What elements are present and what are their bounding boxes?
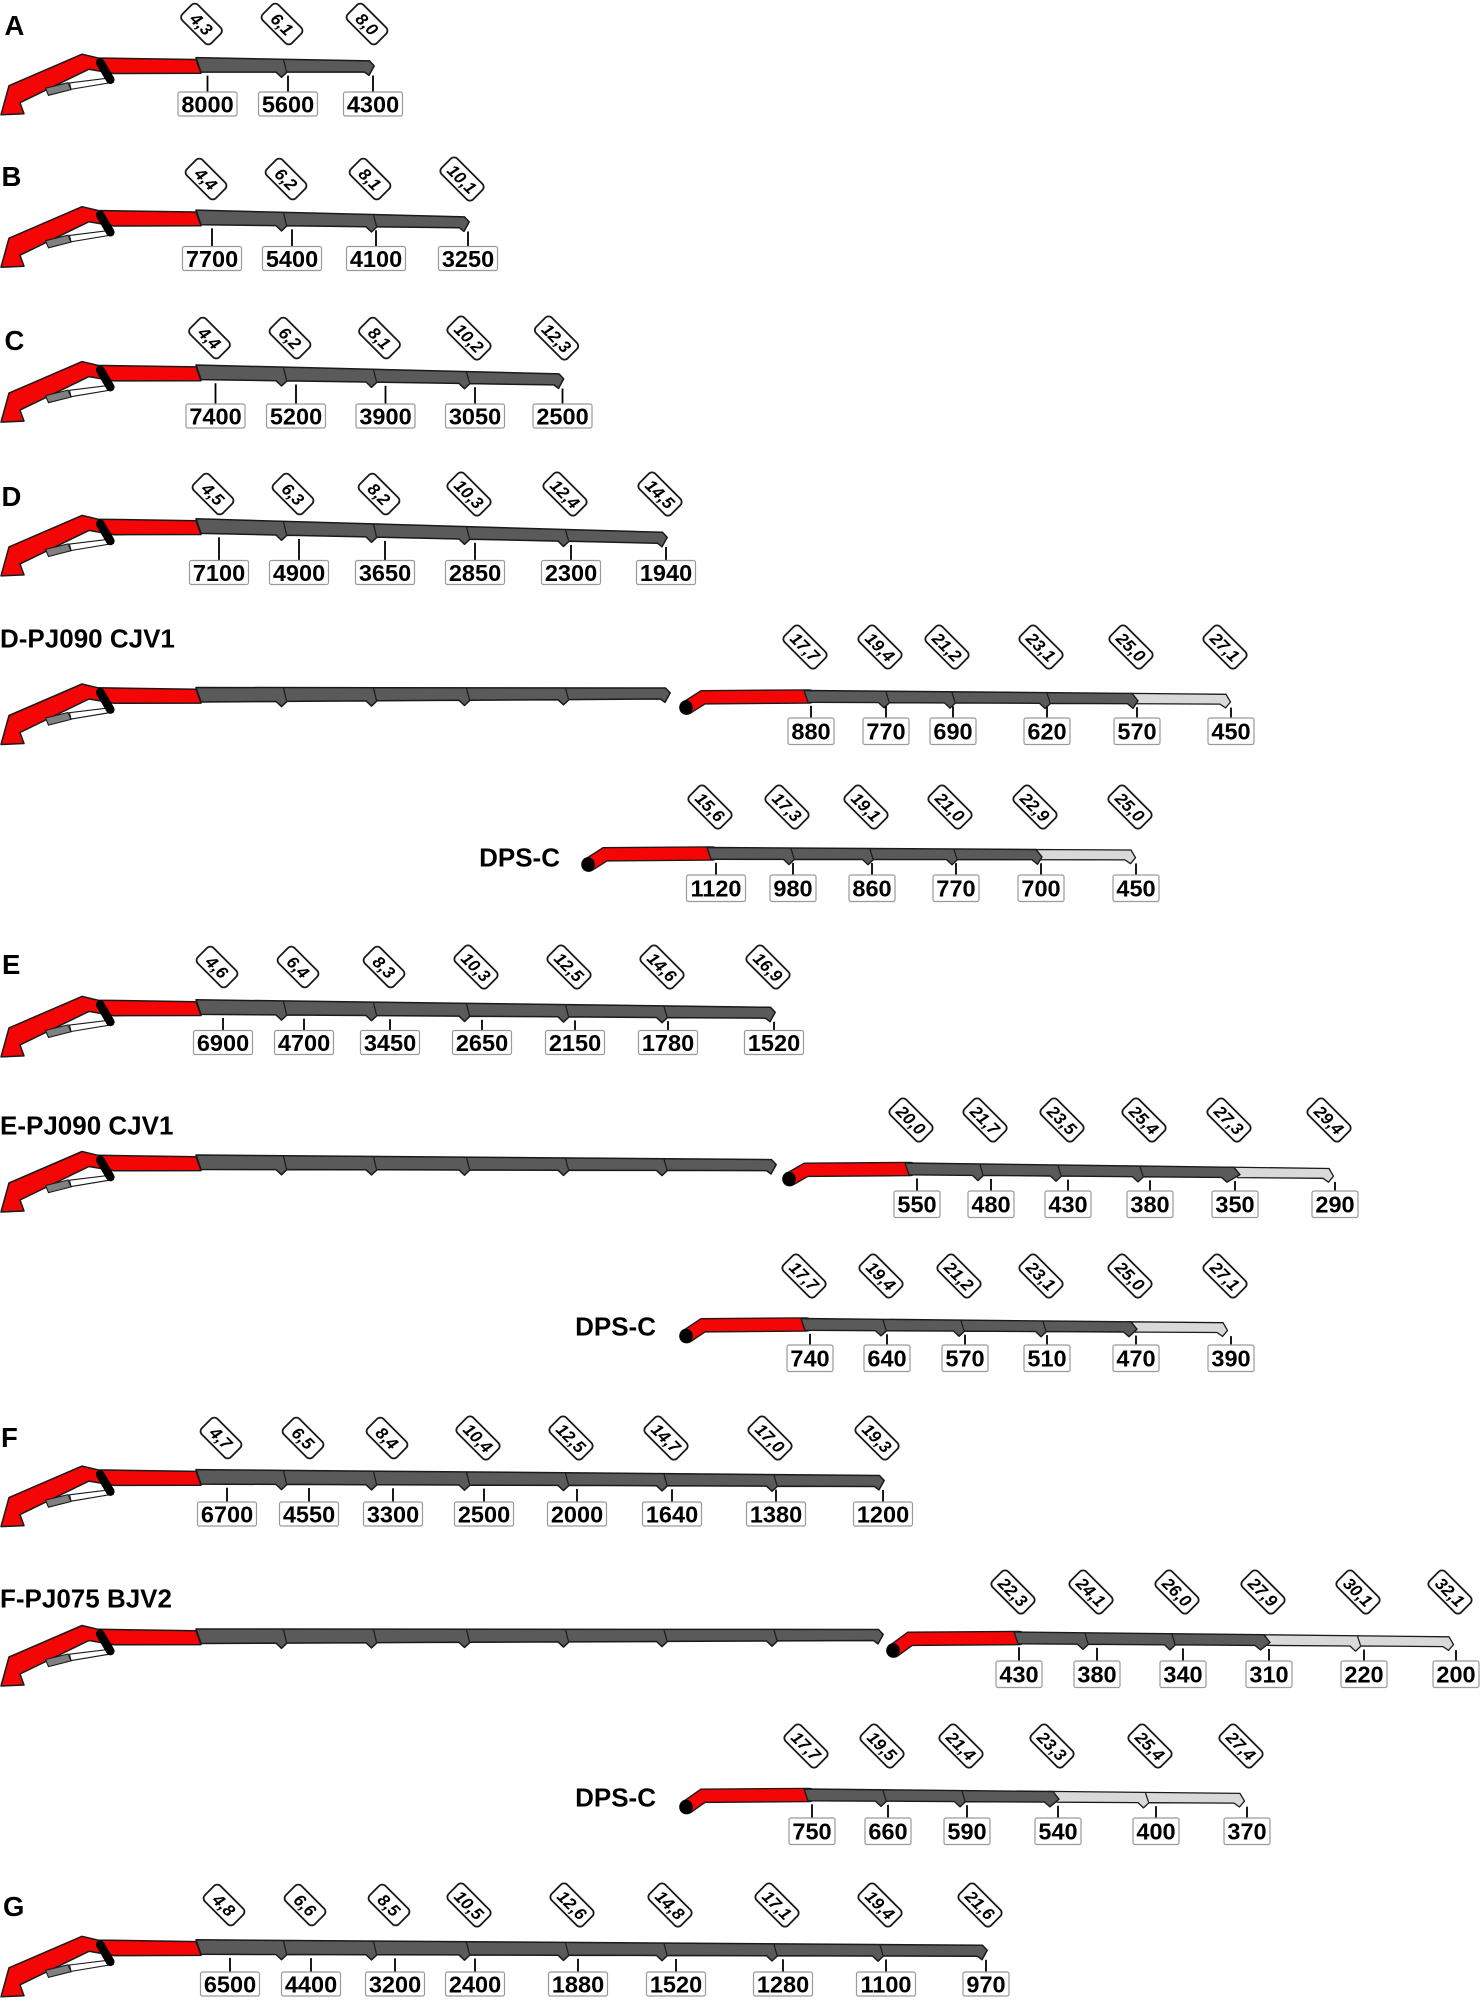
svg-text:4700: 4700: [278, 1030, 330, 1056]
svg-text:380: 380: [1130, 1192, 1169, 1218]
svg-text:2500: 2500: [536, 404, 588, 430]
svg-text:3450: 3450: [364, 1030, 416, 1056]
svg-text:980: 980: [773, 876, 812, 902]
svg-text:770: 770: [866, 719, 905, 745]
svg-text:1520: 1520: [650, 1972, 702, 1998]
svg-text:6500: 6500: [204, 1972, 256, 1998]
svg-text:380: 380: [1077, 1662, 1116, 1688]
svg-text:880: 880: [791, 719, 830, 745]
svg-text:E: E: [2, 949, 20, 980]
svg-text:590: 590: [947, 1819, 986, 1845]
svg-text:690: 690: [933, 719, 972, 745]
svg-text:7400: 7400: [189, 404, 241, 430]
svg-text:F-PJ075 BJV2: F-PJ075 BJV2: [0, 1584, 172, 1614]
svg-text:1640: 1640: [646, 1502, 698, 1528]
svg-text:2300: 2300: [545, 560, 597, 586]
svg-text:1880: 1880: [552, 1972, 604, 1998]
svg-text:570: 570: [1117, 719, 1156, 745]
svg-text:770: 770: [936, 876, 975, 902]
svg-text:550: 550: [897, 1192, 936, 1218]
svg-text:E-PJ090 CJV1: E-PJ090 CJV1: [0, 1111, 173, 1141]
svg-text:620: 620: [1027, 719, 1066, 745]
svg-text:2150: 2150: [549, 1030, 601, 1056]
svg-text:D: D: [2, 481, 22, 512]
svg-text:3250: 3250: [442, 246, 494, 272]
svg-text:540: 540: [1038, 1819, 1077, 1845]
svg-text:400: 400: [1136, 1819, 1175, 1845]
svg-text:1200: 1200: [857, 1502, 909, 1528]
svg-text:220: 220: [1344, 1662, 1383, 1688]
svg-text:970: 970: [966, 1972, 1005, 1998]
svg-text:750: 750: [792, 1819, 831, 1845]
svg-text:D-PJ090 CJV1: D-PJ090 CJV1: [0, 624, 175, 654]
svg-text:340: 340: [1163, 1662, 1202, 1688]
svg-text:740: 740: [790, 1346, 829, 1372]
svg-text:430: 430: [1048, 1192, 1087, 1218]
svg-text:470: 470: [1116, 1346, 1155, 1372]
svg-text:2650: 2650: [456, 1030, 508, 1056]
svg-text:6700: 6700: [201, 1502, 253, 1528]
svg-text:1100: 1100: [861, 1972, 912, 1998]
svg-text:1280: 1280: [757, 1972, 809, 1998]
svg-text:DPS-C: DPS-C: [575, 1783, 656, 1813]
svg-text:C: C: [5, 325, 25, 356]
svg-text:8000: 8000: [181, 92, 233, 118]
svg-text:5400: 5400: [266, 246, 318, 272]
svg-text:4400: 4400: [285, 1972, 337, 1998]
svg-text:4300: 4300: [347, 92, 399, 118]
svg-text:1380: 1380: [750, 1502, 802, 1528]
svg-text:1520: 1520: [748, 1030, 800, 1056]
svg-text:5200: 5200: [270, 404, 322, 430]
svg-text:G: G: [3, 1891, 24, 1922]
svg-text:7100: 7100: [193, 560, 245, 586]
svg-text:DPS-C: DPS-C: [479, 843, 560, 873]
svg-text:5600: 5600: [262, 92, 314, 118]
svg-text:4100: 4100: [350, 246, 402, 272]
svg-text:4550: 4550: [283, 1502, 335, 1528]
svg-text:350: 350: [1215, 1192, 1254, 1218]
svg-text:3650: 3650: [359, 560, 411, 586]
svg-text:7700: 7700: [186, 246, 238, 272]
svg-text:2850: 2850: [449, 560, 501, 586]
svg-text:F: F: [1, 1422, 18, 1453]
svg-text:390: 390: [1211, 1346, 1250, 1372]
svg-text:3200: 3200: [369, 1972, 421, 1998]
svg-text:510: 510: [1027, 1346, 1066, 1372]
svg-text:1780: 1780: [642, 1030, 694, 1056]
svg-text:480: 480: [971, 1192, 1010, 1218]
svg-text:3900: 3900: [359, 404, 411, 430]
svg-text:640: 640: [867, 1346, 906, 1372]
svg-text:200: 200: [1436, 1662, 1475, 1688]
svg-text:3300: 3300: [367, 1502, 419, 1528]
svg-text:370: 370: [1227, 1819, 1266, 1845]
svg-text:4900: 4900: [273, 560, 325, 586]
svg-text:B: B: [2, 161, 22, 192]
svg-text:450: 450: [1211, 719, 1250, 745]
svg-text:860: 860: [852, 876, 891, 902]
svg-text:700: 700: [1021, 876, 1060, 902]
svg-text:1940: 1940: [640, 560, 692, 586]
svg-text:450: 450: [1116, 876, 1155, 902]
svg-text:3050: 3050: [449, 404, 501, 430]
svg-text:A: A: [5, 10, 25, 41]
svg-text:310: 310: [1249, 1662, 1288, 1688]
svg-text:290: 290: [1315, 1192, 1354, 1218]
svg-text:1120: 1120: [691, 876, 742, 902]
svg-text:660: 660: [868, 1819, 907, 1845]
svg-text:6900: 6900: [197, 1030, 249, 1056]
svg-text:2400: 2400: [449, 1972, 501, 1998]
svg-text:2000: 2000: [551, 1502, 603, 1528]
svg-text:DPS-C: DPS-C: [575, 1312, 656, 1342]
svg-text:2500: 2500: [458, 1502, 510, 1528]
svg-text:570: 570: [945, 1346, 984, 1372]
svg-text:430: 430: [999, 1662, 1038, 1688]
